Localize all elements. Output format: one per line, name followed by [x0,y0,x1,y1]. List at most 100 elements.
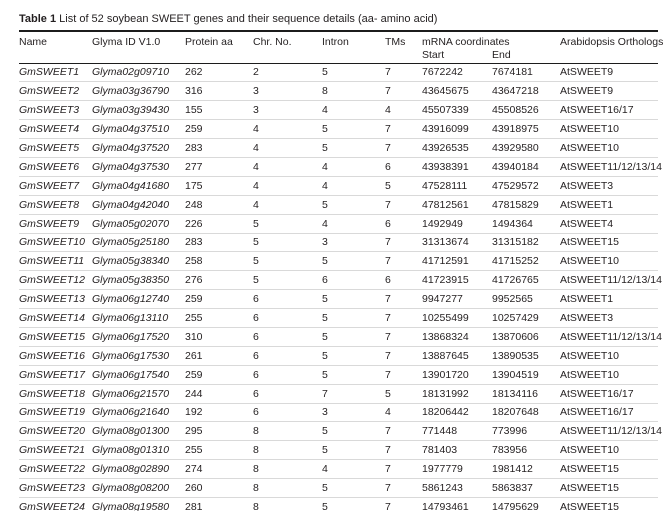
cell-name: GmSWEET23 [19,482,85,495]
cell-ortholog: AtSWEET16/17 [560,387,634,400]
cell-intron: 5 [322,123,328,136]
cell-tms: 7 [385,482,391,495]
col-header-glyma-id: Glyma ID V1.0 [92,35,161,48]
cell-start: 9947277 [422,293,463,306]
cell-glyma-id: Glyma06g17540 [92,368,170,381]
table-caption: List of 52 soybean SWEET genes and their… [56,13,438,25]
cell-chr-no: 6 [253,293,259,306]
cell-intron: 4 [322,104,328,117]
cell-start: 14793461 [422,501,469,511]
cell-intron: 5 [322,444,328,457]
cell-tms: 7 [385,123,391,136]
cell-ortholog: AtSWEET11/12/13/14 [560,160,662,173]
cell-tms: 4 [385,406,391,419]
cell-intron: 6 [322,274,328,287]
cell-name: GmSWEET11 [19,255,85,268]
cell-name: GmSWEET2 [19,85,80,98]
cell-intron: 3 [322,406,328,419]
cell-tms: 7 [385,368,391,381]
cell-protein-aa: 276 [185,274,203,287]
cell-chr-no: 4 [253,160,259,173]
cell-start: 13887645 [422,349,469,362]
cell-ortholog: AtSWEET3 [560,312,614,325]
cell-end: 13870606 [492,330,539,343]
cell-glyma-id: Glyma04g41680 [92,179,170,192]
cell-glyma-id: Glyma06g17530 [92,349,170,362]
cell-protein-aa: 277 [185,160,203,173]
cell-ortholog: AtSWEET10 [560,349,619,362]
cell-start: 47528111 [422,179,468,192]
cell-end: 45508526 [492,104,539,117]
cell-name: GmSWEET22 [19,463,85,476]
cell-chr-no: 5 [253,236,259,249]
cell-ortholog: AtSWEET10 [560,123,619,136]
cell-ortholog: AtSWEET16/17 [560,104,634,117]
col-header-intron: Intron [322,35,349,48]
cell-glyma-id: Glyma06g21640 [92,406,170,419]
cell-name: GmSWEET7 [19,179,80,192]
cell-start: 771448 [422,425,458,438]
cell-tms: 7 [385,312,391,325]
cell-ortholog: AtSWEET15 [560,482,619,495]
table-row: GmSWEET23 Glyma08g08200 260 8 5 7 5861243 58638… [19,479,659,498]
cell-ortholog: AtSWEET1 [560,293,614,306]
cell-chr-no: 3 [253,104,259,117]
cell-end: 10257429 [492,312,539,325]
cell-ortholog: AtSWEET15 [560,463,619,476]
cell-glyma-id: Glyma08g01300 [92,425,170,438]
table-row: GmSWEET22 Glyma08g02890 274 8 4 7 1977779 19814… [19,460,659,479]
cell-protein-aa: 255 [185,312,203,325]
cell-start: 781403 [422,444,458,457]
cell-tms: 7 [385,236,391,249]
cell-tms: 7 [385,198,391,211]
cell-name: GmSWEET8 [19,198,80,211]
cell-start: 41712591 [422,255,469,268]
table-title: Table 1 List of 52 soybean SWEET genes a… [19,13,658,25]
table-row: GmSWEET16 Glyma06g17530 261 6 5 7 13887645 1389… [19,346,659,366]
table-row: GmSWEET9 Glyma05g02070 226 5 4 6 1492949 149436… [19,214,659,234]
cell-ortholog: AtSWEET10 [560,444,619,457]
cell-name: GmSWEET1 [19,66,80,79]
cell-name: GmSWEET9 [19,217,80,230]
cell-end: 13890535 [492,349,539,362]
cell-intron: 5 [322,312,328,325]
cell-protein-aa: 175 [185,179,203,192]
cell-start: 43916099 [422,123,469,136]
cell-protein-aa: 281 [185,501,203,511]
cell-ortholog: AtSWEET15 [560,236,619,249]
cell-tms: 7 [385,255,391,268]
cell-end: 773996 [492,425,528,438]
cell-protein-aa: 255 [185,444,203,457]
cell-chr-no: 6 [253,312,259,325]
cell-tms: 7 [385,425,391,438]
cell-end: 47529572 [492,179,539,192]
cell-name: GmSWEET3 [19,104,80,117]
cell-end: 783956 [492,444,528,457]
table-row: GmSWEET17 Glyma06g17540 259 6 5 7 13901720 1390… [19,365,659,385]
cell-intron: 5 [322,198,328,211]
cell-name: GmSWEET6 [19,160,80,173]
cell-name: GmSWEET13 [19,293,85,306]
col-header-name: Name [19,35,48,48]
cell-ortholog: AtSWEET9 [560,66,614,79]
table-row: GmSWEET13 Glyma06g12740 259 6 5 7 9947277 99525… [19,290,659,309]
table-row: GmSWEET7 Glyma04g41680 175 4 4 5 47528111 47529… [19,176,659,196]
cell-ortholog: AtSWEET10 [560,142,619,154]
cell-intron: 4 [322,217,328,230]
table-row: GmSWEET11 Glyma05g38340 258 5 5 7 41712591 4171… [19,252,659,271]
table-row: GmSWEET1 Glyma02g09710 262 2 5 7 7672242 767418… [19,63,659,82]
cell-intron: 4 [322,160,328,173]
cell-chr-no: 2 [253,66,259,79]
cell-start: 18206442 [422,406,469,419]
cell-glyma-id: Glyma08g02890 [92,463,170,476]
cell-end: 31315182 [492,236,539,249]
cell-intron: 3 [322,236,328,249]
cell-chr-no: 3 [253,85,259,98]
table-row: GmSWEET19 Glyma06g21640 192 6 3 4 18206442 1820… [19,403,659,422]
table-row: GmSWEET14 Glyma06g13110 255 6 5 7 10255499 1025… [19,309,659,328]
cell-protein-aa: 260 [185,482,203,495]
cell-ortholog: AtSWEET10 [560,255,619,268]
cell-name: GmSWEET12 [19,274,85,287]
cell-end: 41715252 [492,255,539,268]
